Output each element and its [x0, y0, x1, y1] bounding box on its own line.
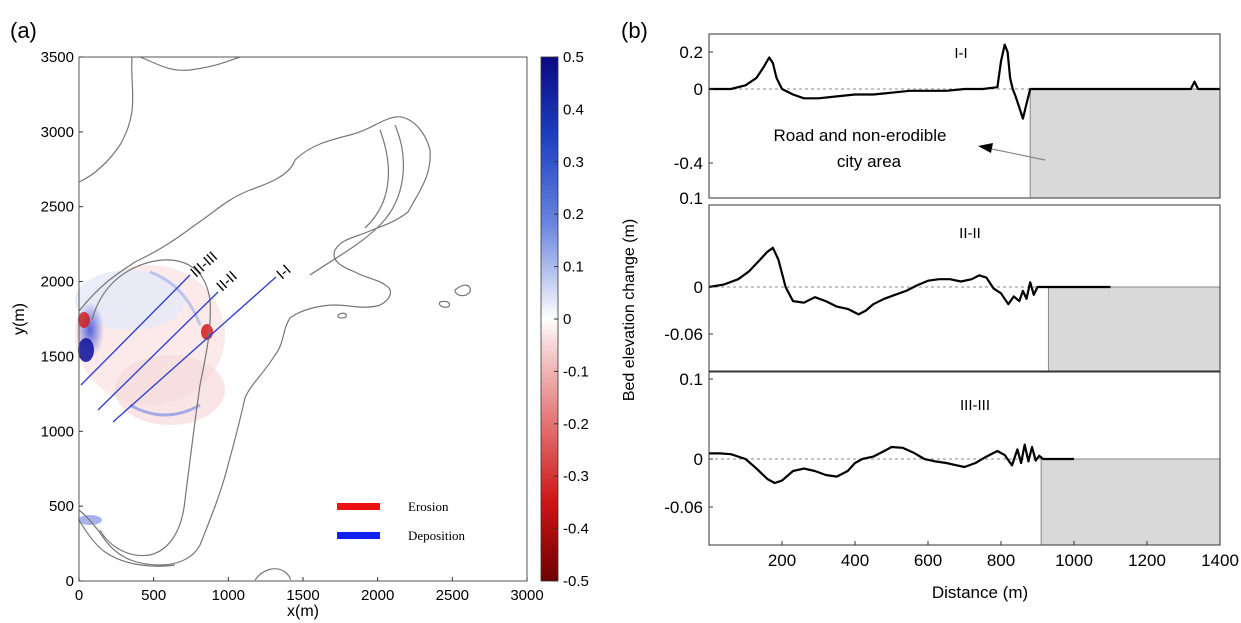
subplot-frame [708, 204, 1221, 372]
subplot-frame [708, 33, 1221, 199]
profile-subplot-3: III-III 0.1 0 -0.06 [664, 370, 1221, 546]
colorbar-tick-label: 0.1 [563, 259, 584, 276]
section-line-III-III [80, 274, 191, 386]
section-label-III-III: III-III [187, 248, 221, 281]
panel-a-label: (a) [10, 18, 37, 43]
subplot-title: I-I [954, 45, 967, 62]
deposition-map: I-I II-II III-III Erosion Deposition [75, 56, 528, 582]
profile-x-tick-label: 1400 [1201, 551, 1239, 570]
shoreline-contours [78, 56, 471, 581]
profile-y-tick-label: 0.1 [679, 370, 703, 389]
map-y-tick-label: 3000 [41, 124, 74, 141]
profile-y-tick-label: 0 [694, 278, 703, 297]
profile-y-tick-label: -0.06 [664, 325, 703, 344]
section-line-I-I [112, 276, 277, 423]
map-x-tick-label: 0 [75, 587, 83, 604]
legend-erosion-label: Erosion [408, 499, 449, 514]
map-y-tick-label: 0 [66, 573, 74, 590]
profile-xlabel: Distance (m) [932, 583, 1028, 602]
colorbar-tick-label: -0.5 [563, 573, 589, 590]
legend-deposition-label: Deposition [408, 528, 466, 543]
bed-change-shading [75, 265, 225, 525]
map-y-tick-label: 1500 [41, 348, 74, 365]
colorbar-tick-label: -0.4 [563, 521, 589, 538]
map-x-tick-label: 1500 [286, 587, 319, 604]
section-lines [80, 274, 277, 423]
map-ylabel: y(m) [11, 303, 28, 335]
profile-y-tick-label: 0 [694, 450, 703, 469]
colorbar-tick-label: 0.4 [563, 101, 584, 118]
map-x-tick-label: 500 [141, 587, 166, 604]
profile-ylabel: Bed elevation change (m) [621, 219, 638, 401]
non-erodible-area [1029, 88, 1221, 199]
annotation-arrow-line [991, 148, 1046, 161]
colorbar-tick-label: 0.3 [563, 154, 584, 171]
non-erodible-area [1040, 458, 1221, 546]
colorbar-ticks: 0.5 0.4 0.3 0.2 0.1 0 -0.1 -0.2 -0.3 -0.4 -0.5 [554, 49, 589, 590]
profile-y-tick-label: 0.1 [679, 189, 703, 208]
map-y-tick-label: 2500 [41, 199, 74, 216]
colorbar-tick-label: -0.1 [563, 363, 589, 380]
section-line-II-II [97, 291, 219, 411]
map-y-tick-label: 1000 [41, 423, 74, 440]
map-x-tick-label: 1000 [212, 587, 245, 604]
profile-x-axis: 200 400 600 800 1000 1200 1400 [768, 541, 1239, 570]
map-x-tick-label: 2000 [361, 587, 394, 604]
map-y-tick-label: 3500 [41, 49, 74, 66]
profile-y-tick-label: -0.4 [674, 154, 703, 173]
profile-line [709, 443, 1074, 485]
profile-plots: I-I 0.2 0 -0.4 0.1 II-II 0 -0.06 III-III 0.1 0 -0.0… [664, 33, 1239, 570]
profile-subplot-2: II-II 0 -0.06 [664, 204, 1221, 372]
map-y-tick-label: 2000 [41, 274, 74, 291]
profile-x-tick-label: 1000 [1055, 551, 1093, 570]
annotation-line-2: city area [837, 152, 902, 171]
profile-subplot-1: I-I 0.2 0 -0.4 0.1 [674, 33, 1221, 208]
section-label-II-II: II-II [213, 268, 240, 295]
profile-x-tick-label: 600 [914, 551, 942, 570]
annotation-line-1: Road and non-erodible [774, 126, 947, 145]
profile-x-tick-label: 1200 [1128, 551, 1166, 570]
panel-b-label: (b) [621, 18, 648, 43]
profile-line [709, 43, 1220, 120]
subplot-title: III-III [960, 397, 990, 414]
legend-erosion-swatch [337, 503, 380, 510]
profile-y-tick-label: 0 [694, 80, 703, 99]
map-x-tick-label: 2500 [436, 587, 469, 604]
section-label-I-I: I-I [273, 261, 294, 283]
profile-line [708, 246, 1111, 316]
profile-x-tick-label: 400 [841, 551, 869, 570]
legend: Erosion Deposition [337, 499, 466, 543]
map-y-tick-label: 500 [49, 498, 74, 515]
annotation-arrowhead [978, 143, 993, 153]
legend-deposition-swatch [337, 532, 380, 539]
profile-y-tick-label: 0.2 [679, 43, 703, 62]
subplot-title: II-II [959, 225, 981, 242]
profile-x-tick-label: 800 [987, 551, 1015, 570]
map-xlabel: x(m) [287, 603, 319, 620]
profile-y-tick-label: -0.06 [664, 498, 703, 517]
colorbar-tick-label: -0.3 [563, 468, 589, 485]
non-erodible-area [1047, 286, 1221, 372]
profile-x-tick-label: 200 [768, 551, 796, 570]
map-x-tick-label: 3000 [510, 587, 543, 604]
colorbar-tick-label: 0.5 [563, 49, 584, 66]
map-axes: 0 500 1000 1500 2000 2500 3000 0 500 1000 1500 2000… [41, 49, 544, 604]
colorbar-tick-label: 0.2 [563, 206, 584, 223]
colorbar-tick-label: -0.2 [563, 416, 589, 433]
colorbar-tick-label: 0 [563, 311, 571, 328]
